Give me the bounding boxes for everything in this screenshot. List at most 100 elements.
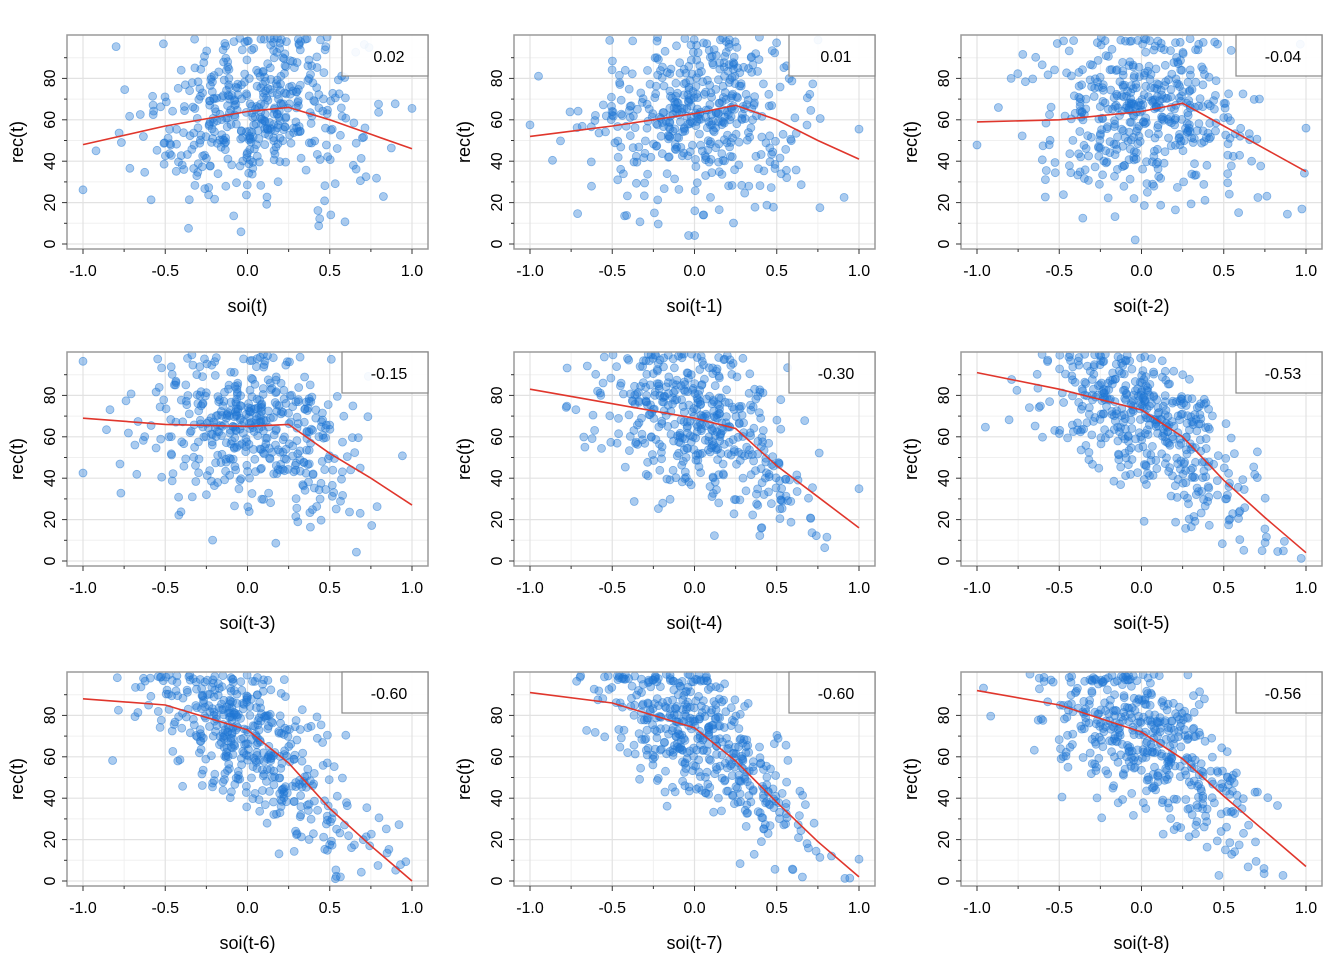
scatter-point [276, 718, 286, 728]
scatter-point [616, 381, 625, 391]
scatter-point [727, 369, 737, 379]
scatter-point [615, 78, 624, 87]
scatter-point [738, 756, 748, 766]
scatter-point [242, 148, 252, 158]
scatter-point [719, 58, 729, 68]
scatter-point [1225, 838, 1235, 847]
scatter-point [184, 195, 194, 205]
scatter-point [1153, 123, 1163, 132]
scatter-point [684, 231, 693, 240]
scatter-point [280, 746, 290, 756]
scatter-point [279, 730, 289, 739]
scatter-point [1079, 724, 1089, 734]
scatter-point [1149, 369, 1159, 379]
scatter-point [321, 42, 331, 51]
scatter-point [1084, 718, 1094, 728]
scatter-point [218, 728, 228, 738]
y-tick-label: 60 [936, 111, 953, 129]
scatter-point [723, 449, 733, 459]
scatter-point [348, 401, 358, 411]
scatter-point [677, 395, 686, 405]
scatter-point [1296, 554, 1306, 563]
scatter-point [697, 708, 707, 717]
scatter-point [751, 466, 760, 476]
scatter-point [219, 710, 229, 720]
scatter-point [728, 435, 738, 445]
scatter-point [722, 385, 731, 395]
scatter-point [262, 818, 272, 828]
scatter-point [250, 454, 260, 464]
scatter-point [208, 535, 218, 545]
scatter-point [1084, 175, 1093, 185]
scatter-point [811, 846, 821, 856]
y-axis-title: rec(t) [454, 121, 474, 163]
scatter-point [349, 840, 359, 850]
scatter-point [1174, 732, 1183, 742]
scatter-point [257, 494, 267, 504]
scatter-point [1126, 415, 1136, 425]
scatter-point [245, 385, 255, 395]
scatter-point [646, 152, 656, 162]
x-tick-label: 1.0 [1295, 580, 1317, 597]
scatter-point [1099, 727, 1109, 737]
scatter-point [1186, 465, 1196, 475]
scatter-point [1122, 352, 1132, 360]
scatter-point [164, 432, 174, 442]
scatter-point [630, 672, 640, 681]
scatter-point [253, 431, 263, 441]
x-tick-label: -0.5 [151, 900, 179, 917]
scatter-point [1153, 772, 1163, 781]
scatter-point [211, 432, 221, 442]
scatter-point [678, 127, 688, 137]
scatter-point [192, 703, 202, 712]
scatter-point [281, 782, 290, 791]
scatter-point [262, 765, 272, 774]
scatter-point [1202, 842, 1212, 852]
scatter-point [1283, 209, 1292, 219]
scatter-point [815, 203, 825, 213]
scatter-point [741, 748, 751, 758]
scatter-point [237, 94, 247, 104]
scatter-point [736, 734, 746, 743]
scatter-point [748, 115, 757, 125]
scatter-point [323, 400, 333, 410]
scatter-point [271, 426, 281, 435]
scatter-point [285, 89, 295, 99]
scatter-point [250, 112, 260, 122]
scatter-point [781, 740, 791, 750]
scatter-point [211, 727, 221, 736]
y-tick-label: 40 [42, 789, 59, 807]
correlation-box [788, 351, 876, 394]
scatter-point [166, 150, 176, 160]
scatter-point [154, 382, 164, 392]
scatter-point [752, 499, 761, 509]
scatter-point [1073, 418, 1082, 428]
scatter-point [226, 405, 235, 415]
scatter-point [275, 133, 285, 143]
scatter-point [1105, 65, 1115, 75]
scatter-point [690, 186, 700, 196]
scatter-point [258, 448, 268, 458]
scatter-point [709, 127, 719, 137]
scatter-point [1226, 433, 1236, 443]
scatter-point [271, 375, 281, 385]
scatter-point [660, 702, 670, 711]
scatter-point [677, 352, 686, 359]
scatter-point [741, 822, 751, 831]
scatter-point [292, 735, 302, 745]
scatter-point [994, 103, 1003, 112]
scatter-point [317, 456, 327, 466]
scatter-point [615, 70, 624, 80]
scatter-point [1202, 817, 1212, 826]
scatter-point [804, 843, 813, 853]
scatter-point [710, 477, 720, 487]
scatter-point [256, 35, 266, 44]
scatter-point [293, 127, 303, 137]
scatter-point [327, 491, 337, 501]
scatter-point [292, 503, 302, 513]
scatter-point [1200, 501, 1210, 511]
scatter-point [304, 459, 314, 469]
scatter-point [721, 707, 731, 717]
scatter-point [306, 119, 316, 128]
scatter-point [754, 408, 764, 418]
